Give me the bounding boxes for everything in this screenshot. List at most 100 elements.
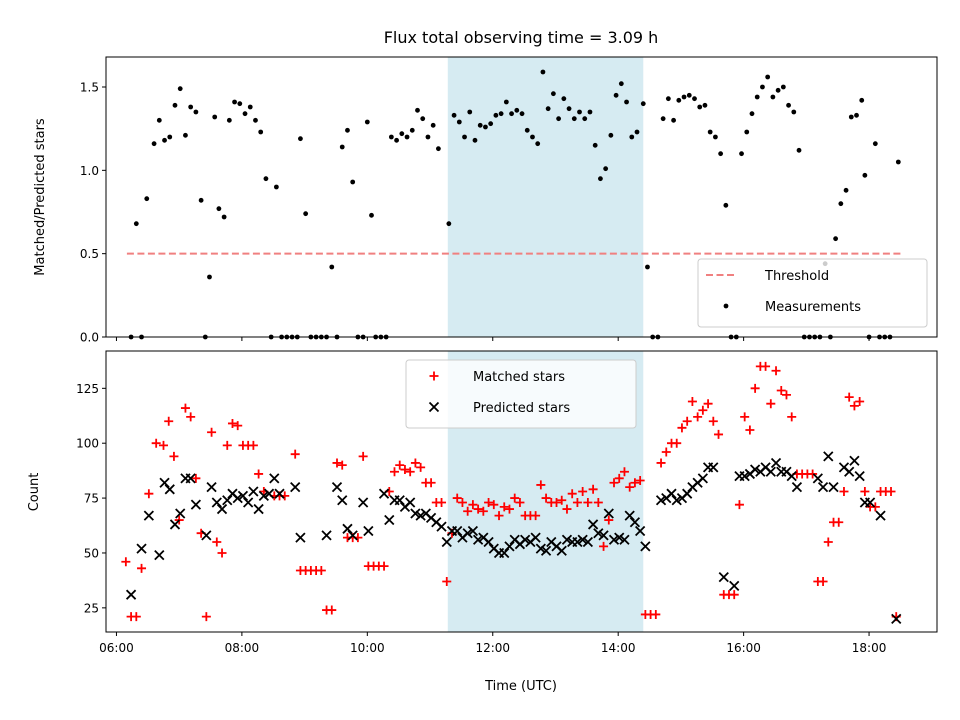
predicted-star-point (201, 530, 212, 541)
measurement-point (862, 172, 868, 178)
matched-star-point-glyph (567, 489, 577, 499)
measurement-point (430, 122, 436, 128)
predicted-star-point (577, 534, 588, 545)
measurement-point (329, 264, 335, 270)
matched-star-point-glyph (201, 612, 211, 622)
measurement-point (493, 112, 499, 118)
predicted-star-point-glyph (405, 497, 416, 508)
measurement-point (345, 127, 350, 133)
predicted-star-point-glyph (770, 457, 782, 469)
matched-star-point-glyph (395, 460, 405, 470)
matched-star-point (677, 423, 687, 433)
predicted-star-point (614, 532, 625, 543)
matched-star-point-glyph (222, 440, 232, 450)
matched-star-point (536, 480, 546, 490)
matched-star-point (714, 429, 724, 439)
predicted-star-point (378, 488, 390, 499)
measurement-point (409, 127, 415, 133)
predicted-star-point-glyph (891, 613, 902, 624)
predicted-star-point (237, 490, 249, 502)
matched-star-point (131, 612, 141, 622)
matched-star-point (860, 487, 870, 496)
predicted-star-point-glyph (577, 534, 588, 545)
predicted-star-point (175, 508, 186, 519)
predicted-star-point-glyph (415, 510, 426, 521)
predicted-star-point (410, 508, 421, 519)
matched-star-point-glyph (400, 465, 410, 475)
matched-star-point (609, 478, 619, 488)
matched-star-point (395, 460, 405, 470)
matched-star-point (614, 473, 624, 483)
x-tick-label: 16:00 (726, 641, 761, 655)
predicted-star-point-glyph (572, 536, 583, 548)
x-tick-label: 18:00 (852, 641, 887, 655)
measurement-point (133, 221, 139, 227)
matched-star-point (703, 399, 713, 409)
legend-cross-swatch-glyph (428, 401, 440, 413)
predicted-star-point (243, 497, 254, 508)
matched-star-point (698, 405, 708, 415)
predicted-star-point-glyph (274, 488, 285, 499)
predicted-star-point (321, 530, 332, 541)
chart-title: Flux total observing time = 3.09 h (384, 28, 659, 47)
matched-star-point (588, 484, 598, 494)
predicted-star-point (640, 541, 651, 552)
matched-star-point-glyph (504, 504, 514, 514)
measurement-point (713, 134, 718, 140)
predicted-star-point (854, 470, 865, 482)
matched-star-point-glyph (604, 515, 614, 525)
predicted-star-point-glyph (854, 470, 865, 482)
predicted-star-point-glyph (164, 484, 175, 495)
measurement-point (786, 102, 791, 108)
x-tick-label: 10:00 (350, 641, 385, 655)
measurement-point (833, 236, 839, 242)
matched-star-point (635, 476, 645, 486)
measurement-point (207, 274, 212, 280)
predicted-star-point (136, 543, 147, 554)
predicted-star-point (504, 541, 515, 552)
predicted-star-point (290, 481, 301, 493)
predicted-star-point-glyph (875, 510, 886, 521)
count-legend: Matched stars Predicted stars (405, 359, 637, 429)
matched-star-point (337, 460, 347, 470)
matched-star-point-glyph (169, 451, 179, 461)
predicted-star-point-glyph (817, 481, 829, 493)
matched-star-point (457, 497, 467, 507)
matched-star-point-glyph (158, 440, 168, 450)
matched-star-point (233, 421, 243, 431)
matched-star-point (463, 506, 473, 516)
predicted-star-point (844, 466, 855, 477)
matched-star-point (562, 504, 572, 514)
matched-star-point (776, 386, 786, 396)
matched-star-point-glyph (473, 504, 483, 514)
predicted-star-point-glyph (159, 477, 170, 488)
measurement-point (524, 127, 530, 133)
predicted-star-point-glyph (629, 517, 641, 528)
matched-star-point (855, 396, 865, 406)
matched-star-point (578, 487, 588, 496)
matched-star-point (201, 612, 211, 622)
predicted-star-point (384, 514, 395, 526)
matched-star-point-glyph (212, 537, 222, 547)
predicted-star-point (749, 464, 761, 475)
y-tick-label: 1.0 (80, 164, 99, 178)
matched-star-point-glyph (131, 612, 141, 622)
predicted-star-point-glyph (290, 481, 301, 493)
predicted-star-point-glyph (624, 510, 635, 521)
matched-star-point (557, 495, 567, 505)
matched-star-point-glyph (254, 469, 264, 479)
measurement-point (775, 87, 781, 93)
predicted-star-point-glyph (441, 536, 452, 548)
predicted-star-point (258, 490, 269, 502)
matched-star-point-glyph (186, 412, 196, 422)
predicted-star-point (347, 530, 358, 541)
matched-star-point (849, 401, 859, 411)
matched-star-point-glyph (714, 429, 724, 439)
matched-star-point-glyph (405, 467, 415, 477)
measurement-point (895, 159, 901, 165)
predicted-star-point-glyph (729, 580, 740, 592)
predicted-star-point-glyph (844, 466, 855, 477)
matched-star-point-glyph (635, 476, 645, 486)
matched-star-point (151, 438, 161, 448)
measurement-point (760, 84, 765, 90)
